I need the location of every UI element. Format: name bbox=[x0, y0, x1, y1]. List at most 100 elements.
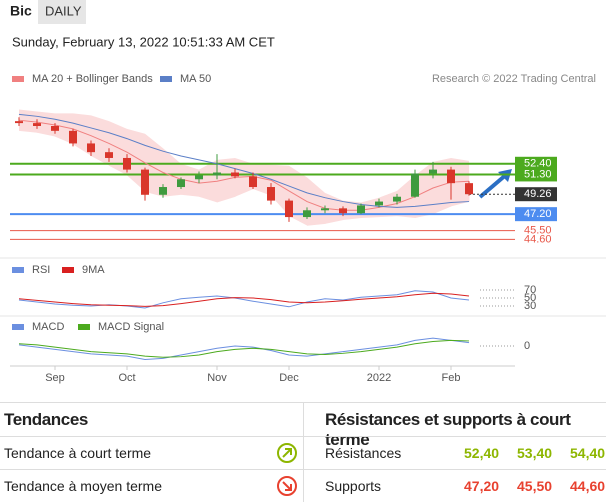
level-label: 44.60 bbox=[524, 233, 552, 245]
bollinger-band bbox=[415, 161, 434, 219]
levels-cell: 47,20 bbox=[464, 478, 500, 494]
legend-swatch bbox=[12, 267, 24, 273]
candle-body bbox=[33, 123, 41, 126]
candle-body bbox=[195, 175, 203, 180]
legend-swatch bbox=[12, 324, 24, 330]
candle-body bbox=[267, 187, 275, 201]
levels-cell: 44,60 bbox=[570, 478, 606, 494]
bollinger-band bbox=[253, 163, 272, 196]
source: Research © 2022 Trading Central bbox=[432, 73, 596, 85]
level-label: 49.26 bbox=[524, 188, 552, 200]
candle-body bbox=[123, 157, 131, 170]
level-label: 52.40 bbox=[524, 158, 552, 170]
candle-body bbox=[105, 152, 113, 158]
x-tick-label: Dec bbox=[279, 372, 299, 384]
y-tick-label: 70 bbox=[524, 284, 536, 296]
bollinger-band bbox=[127, 128, 146, 192]
trend-label: Tendance à moyen terme bbox=[4, 478, 162, 494]
date: Sunday, February 13, 2022 10:51:33 AM CE… bbox=[12, 34, 275, 49]
legend-swatch bbox=[12, 76, 24, 82]
period-tab[interactable] bbox=[38, 0, 86, 24]
candle-body bbox=[159, 187, 167, 195]
trend-down-icon bbox=[277, 476, 297, 496]
trends-title: Tendances bbox=[4, 410, 88, 429]
ma-line bbox=[18, 119, 470, 211]
candle-body bbox=[411, 173, 419, 197]
y-tick-label: 30 bbox=[524, 300, 536, 312]
candle-body bbox=[429, 169, 437, 174]
level-box bbox=[515, 187, 557, 202]
legend-label: RSI bbox=[32, 264, 50, 276]
legend-label: 9MA bbox=[82, 264, 105, 276]
x-tick-label: Feb bbox=[442, 372, 461, 384]
legend-swatch bbox=[160, 76, 172, 82]
candle-body bbox=[339, 208, 347, 214]
indicator-line bbox=[18, 339, 470, 358]
bollinger-band bbox=[55, 113, 74, 145]
candle-body bbox=[393, 196, 401, 202]
indicator-line bbox=[18, 290, 470, 309]
bollinger-band bbox=[433, 157, 452, 215]
bollinger-band bbox=[163, 148, 182, 197]
ma-line bbox=[18, 113, 470, 208]
chart: Bic DAILY Sunday, February 13, 2022 10:5… bbox=[0, 0, 606, 384]
candle-body bbox=[177, 179, 185, 188]
levels-cell: 52,40 bbox=[464, 445, 500, 461]
forecast-arrow-head bbox=[498, 169, 512, 182]
candle-body bbox=[303, 210, 311, 218]
divider bbox=[303, 402, 304, 502]
candle-body bbox=[51, 126, 59, 131]
x-tick-label: Oct bbox=[118, 372, 135, 384]
levels-cell: Résistances bbox=[325, 445, 402, 461]
x-tick-label: Sep bbox=[45, 372, 65, 384]
candle-body bbox=[357, 205, 365, 214]
legend-label: MA 20 + Bollinger Bands bbox=[32, 73, 153, 85]
bollinger-band bbox=[289, 165, 308, 226]
levels-cell: 45,50 bbox=[517, 478, 553, 494]
bollinger-band bbox=[181, 163, 200, 197]
legend-swatch bbox=[62, 267, 74, 273]
legend-label: MACD bbox=[32, 321, 64, 333]
bollinger-band bbox=[379, 190, 398, 218]
x-tick-label: Nov bbox=[207, 372, 227, 384]
candle-body bbox=[465, 183, 473, 195]
indicator-line bbox=[18, 292, 470, 307]
x-tick-label: 2022 bbox=[367, 372, 391, 384]
period[interactable]: DAILY bbox=[45, 3, 82, 18]
trend-up-icon bbox=[277, 443, 297, 463]
bollinger-band bbox=[199, 159, 218, 203]
levels-cell: 53,40 bbox=[517, 445, 553, 461]
level-label: 47.20 bbox=[524, 208, 552, 220]
candle-body bbox=[375, 201, 383, 206]
candle-body bbox=[447, 169, 455, 184]
level-label: 51.30 bbox=[524, 168, 552, 180]
bollinger-band bbox=[307, 177, 326, 226]
forecast-arrow bbox=[478, 172, 509, 199]
candle-body bbox=[231, 172, 239, 177]
levels-cell: Supports bbox=[325, 478, 382, 494]
levels-cell: 54,40 bbox=[570, 445, 606, 461]
trend-label: Tendance à court terme bbox=[4, 445, 152, 461]
candle-body bbox=[321, 208, 329, 211]
candle-body bbox=[141, 169, 149, 195]
bollinger-band bbox=[271, 164, 290, 217]
legend-label: MA 50 bbox=[180, 73, 211, 85]
bollinger-band bbox=[91, 115, 110, 166]
candle-body bbox=[285, 200, 293, 218]
level-label: 45.50 bbox=[524, 225, 552, 237]
indicator-line bbox=[18, 337, 470, 361]
level-box bbox=[515, 167, 557, 182]
bollinger-band bbox=[361, 197, 380, 219]
y-tick-label: 50 bbox=[524, 292, 536, 304]
legend-swatch bbox=[78, 324, 90, 330]
candle-body bbox=[249, 176, 257, 188]
level-box bbox=[515, 207, 557, 222]
levels-title: Résistances et supports à court terme bbox=[325, 410, 571, 449]
y-tick-label: 0 bbox=[524, 340, 530, 352]
legend-label: MACD Signal bbox=[98, 321, 164, 333]
candle-body bbox=[213, 172, 221, 176]
candle-body bbox=[15, 121, 23, 124]
level-box bbox=[515, 156, 557, 171]
candle-body bbox=[69, 130, 77, 144]
